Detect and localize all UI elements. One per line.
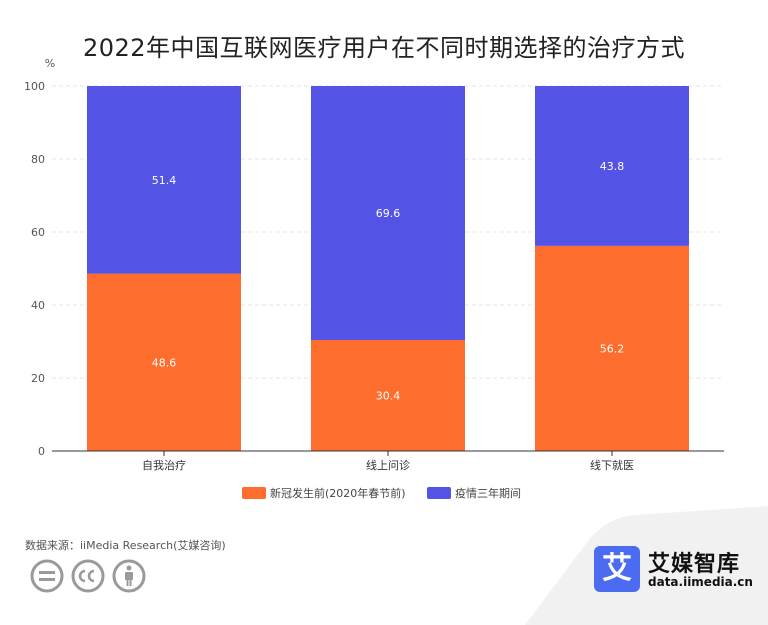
x-tick-label: 自我治疗 — [142, 458, 186, 472]
data-label: 48.6 — [152, 356, 177, 369]
cc-equals-icon — [30, 559, 64, 593]
y-axis-label: % — [45, 57, 55, 70]
data-label: 56.2 — [600, 342, 625, 355]
legend-label: 新冠发生前(2020年春节前) — [270, 486, 406, 500]
y-tick-label: 60 — [31, 226, 45, 239]
y-tick-label: 100 — [24, 80, 45, 93]
brand-logo-icon — [594, 546, 640, 592]
bar-segment — [87, 273, 241, 451]
bar-segment — [87, 86, 241, 274]
data-label: 30.4 — [376, 390, 401, 403]
bar-segment — [535, 86, 689, 246]
bar-segment — [311, 86, 465, 341]
y-tick-label: 40 — [31, 299, 45, 312]
cc-attribution-icon — [112, 559, 146, 593]
data-source-note: 数据来源：iiMedia Research(艾媒咨询) — [25, 539, 226, 552]
creative-commons-badges — [30, 559, 146, 593]
bar-segment — [535, 245, 689, 451]
legend-swatch — [242, 487, 266, 499]
x-tick-label: 线下就医 — [590, 458, 634, 472]
legend-swatch — [427, 487, 451, 499]
data-label: 69.6 — [376, 207, 401, 220]
data-label: 51.4 — [152, 174, 177, 187]
brand-name: 艾媒智库 — [648, 552, 741, 577]
brand-background-shape — [525, 506, 768, 625]
x-tick-label: 线上问诊 — [366, 458, 410, 472]
cc-icon — [71, 559, 105, 593]
stacked-bar-chart: 0 20 40 60 80 100% 48.6 51.4 自我治疗 30.4 69.6 线上问诊 56.… — [24, 57, 724, 500]
y-tick-label: 20 — [31, 372, 45, 385]
chart-title: 2022年中国互联网医疗用户在不同时期选择的治疗方式 — [82, 34, 686, 62]
legend-label: 疫情三年期间 — [455, 486, 521, 500]
bar-segment — [311, 340, 465, 451]
y-tick-label: 0 — [38, 445, 45, 458]
brand-logo-char: 艾 — [602, 551, 632, 586]
data-label: 43.8 — [600, 160, 625, 173]
brand-url: data.iimedia.cn — [648, 575, 753, 589]
brand-watermark: 艾 艾媒智库 data.iimedia.cn — [594, 546, 754, 596]
y-tick-label: 80 — [31, 153, 45, 166]
